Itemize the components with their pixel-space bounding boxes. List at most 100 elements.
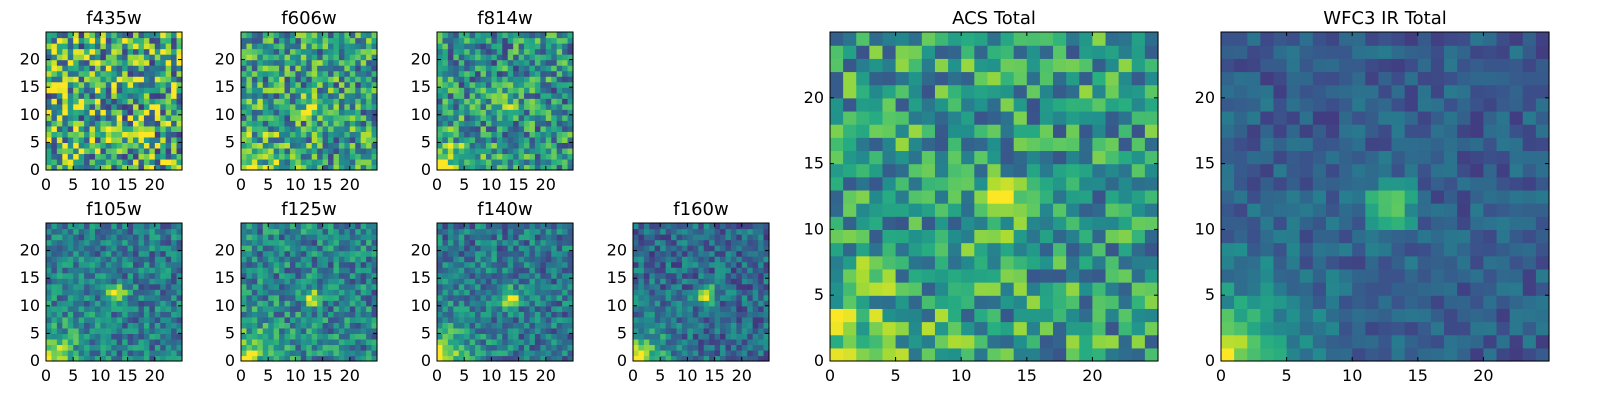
heatmap-cell [447, 158, 454, 166]
heatmap-cell [758, 228, 765, 235]
heatmap-cell [491, 136, 498, 143]
heatmap-cell [154, 37, 161, 44]
heatmap-cell [89, 272, 96, 279]
heatmap-cell [453, 327, 460, 334]
heatmap-cell [513, 344, 520, 351]
heatmap-cell [556, 147, 563, 155]
heatmap-cell [556, 256, 563, 263]
heatmap-cell [458, 37, 465, 44]
heatmap-cell [665, 322, 672, 329]
heatmap-cell [262, 37, 269, 44]
heatmap-cell [333, 322, 340, 329]
heatmap-cell [56, 32, 63, 39]
heatmap-cell [111, 48, 118, 55]
heatmap-cell [311, 261, 318, 268]
heatmap-cell [447, 70, 454, 77]
heatmap-cell [251, 344, 258, 351]
heatmap-cell [567, 87, 574, 94]
heatmap-cell [556, 245, 563, 252]
heatmap-cell [105, 245, 112, 252]
heatmap-cell [273, 327, 280, 334]
heatmap-cell [698, 333, 705, 340]
heatmap-cell [105, 103, 112, 110]
heatmap-cell [100, 250, 107, 257]
heatmap-cell [1026, 203, 1041, 217]
heatmap-cell [165, 234, 172, 241]
heatmap-cell [485, 164, 492, 171]
heatmap-cell [279, 311, 286, 318]
heatmap-cell [485, 272, 492, 279]
heatmap-cell [317, 76, 324, 83]
heatmap-cell [360, 153, 367, 160]
heatmap-cell [311, 92, 318, 99]
heatmap-cell [736, 355, 743, 362]
heatmap-cell [94, 322, 101, 329]
heatmap-cell [56, 125, 63, 132]
heatmap-cell [241, 32, 248, 39]
heatmap-cell [138, 43, 145, 50]
heatmap-cell [551, 109, 558, 116]
heatmap-cell [709, 322, 716, 329]
heatmap-cell [127, 114, 134, 121]
heatmap-cell [138, 294, 145, 301]
heatmap-cell [545, 272, 552, 279]
heatmap-cell [643, 322, 650, 329]
heatmap-cell [371, 344, 378, 351]
heatmap-cell [453, 272, 460, 279]
heatmap-cell [289, 223, 296, 230]
heatmap-cell [165, 92, 172, 99]
heatmap-cell [714, 256, 721, 263]
heatmap-cell [534, 256, 541, 263]
heatmap-cell [171, 81, 178, 88]
heatmap-cell [529, 103, 536, 110]
heatmap-cell [46, 355, 53, 362]
heatmap-cell [458, 87, 465, 94]
heatmap-cell [338, 142, 345, 149]
heatmap-cell [464, 120, 471, 127]
heatmap-cell [921, 282, 936, 296]
heatmap-cell [480, 81, 487, 88]
heatmap-cell [78, 98, 85, 105]
heatmap-cell [289, 87, 296, 94]
heatmap-cell [714, 267, 721, 274]
heatmap-cell [62, 305, 69, 312]
heatmap-cell [328, 147, 335, 155]
heatmap-cell [480, 92, 487, 99]
heatmap-cell [311, 322, 318, 329]
heatmap-cell [111, 300, 118, 307]
heatmap-cell [289, 48, 296, 55]
heatmap-cell [491, 239, 498, 246]
heatmap-cell [507, 267, 514, 274]
heatmap-cell [328, 87, 335, 94]
heatmap-cell [469, 43, 476, 50]
heatmap-cell [311, 87, 318, 94]
heatmap-cell [741, 267, 748, 274]
heatmap-cell [540, 300, 547, 307]
heatmap-cell [1013, 229, 1028, 244]
heatmap-cell [143, 120, 150, 127]
heatmap-cell [176, 338, 183, 346]
heatmap-cell [241, 245, 248, 252]
heatmap-cell [176, 65, 183, 72]
heatmap-cell [736, 234, 743, 241]
heatmap-cell [513, 92, 520, 99]
heatmap-cell [676, 327, 683, 334]
heatmap-cell [507, 164, 514, 171]
heatmap-cell [1079, 189, 1093, 204]
heatmap-cell [692, 234, 699, 241]
heatmap-cell [268, 344, 275, 351]
heatmap-cell [895, 163, 910, 178]
heatmap-cell [551, 349, 558, 357]
heatmap-cell [513, 65, 520, 72]
heatmap-cell [94, 164, 101, 171]
heatmap-cell [437, 76, 444, 83]
heatmap-cell [485, 43, 492, 50]
heatmap-cell [322, 147, 329, 155]
heatmap-cell [111, 245, 118, 252]
heatmap-cell [974, 282, 989, 296]
heatmap-cell [333, 32, 340, 39]
heatmap-cell [556, 261, 563, 268]
heatmap-cell [262, 316, 269, 323]
heatmap-cell [317, 278, 324, 285]
heatmap-cell [747, 294, 754, 301]
